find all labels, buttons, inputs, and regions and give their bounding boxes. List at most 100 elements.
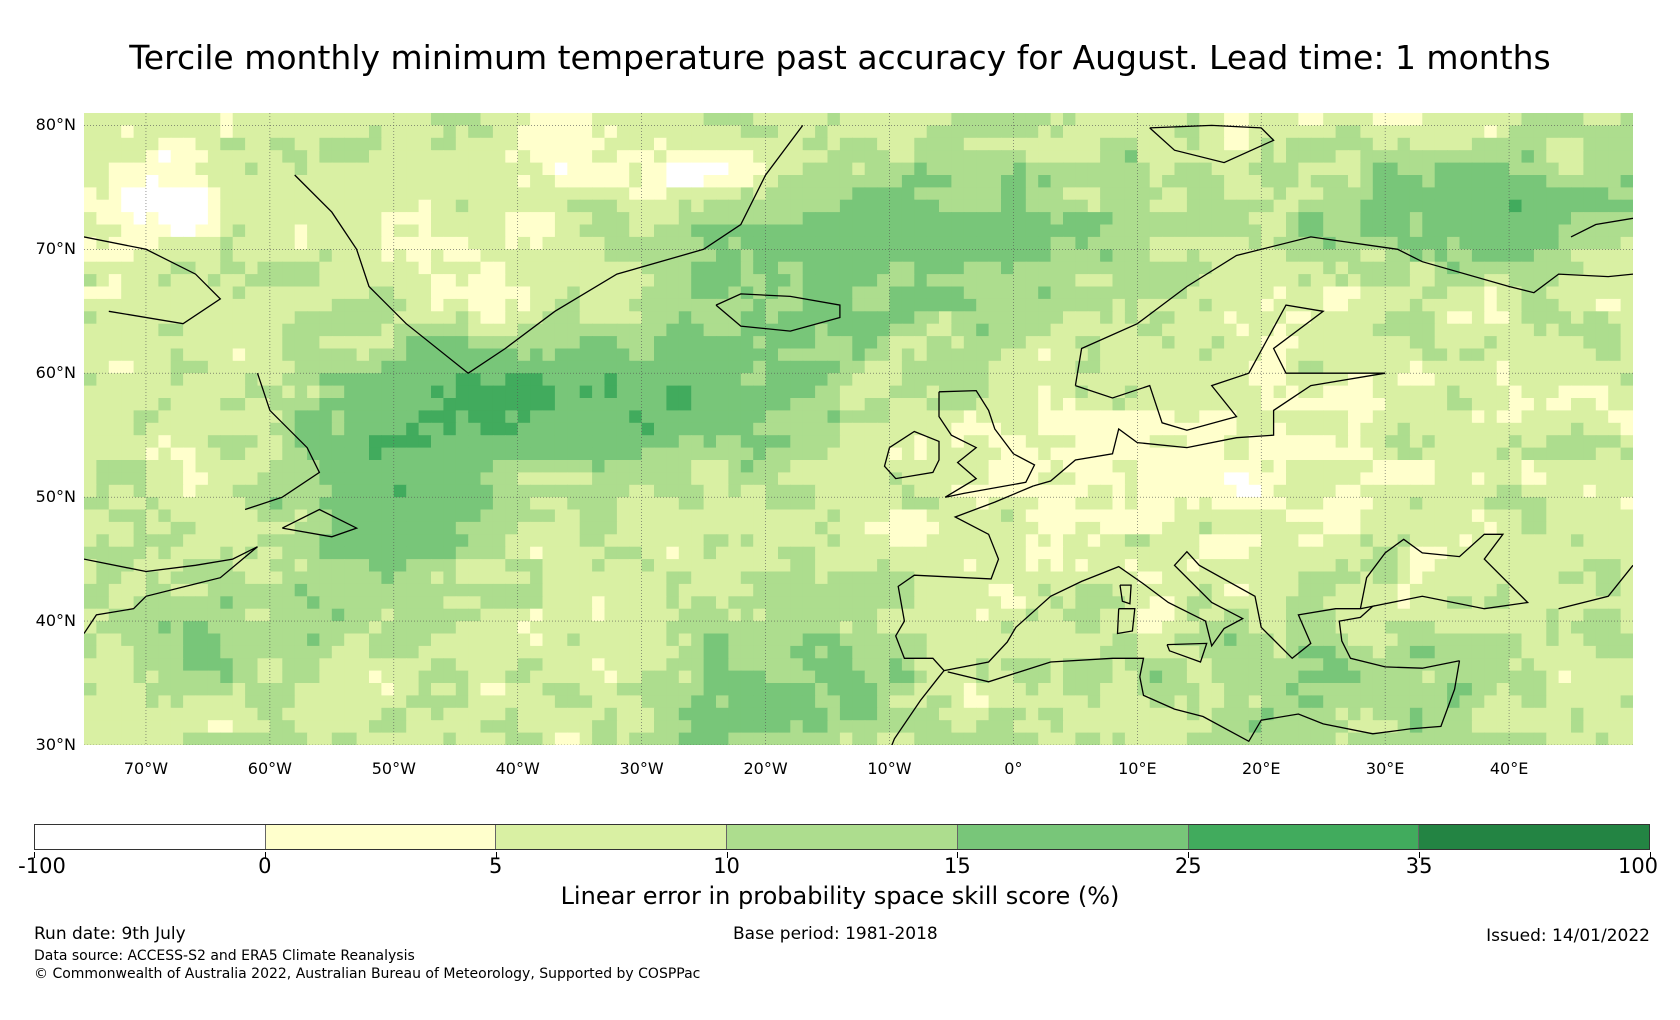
skill-cell (1459, 472, 1473, 486)
skill-cell (889, 497, 903, 511)
skill-cell (901, 398, 915, 411)
skill-cell (1013, 175, 1027, 188)
skill-cell (889, 323, 903, 337)
skill-cell (1174, 336, 1188, 350)
skill-cell (616, 199, 630, 213)
skill-cell (1620, 137, 1633, 151)
skill-cell (753, 298, 767, 312)
skill-cell (839, 521, 853, 535)
skill-cell (1583, 336, 1597, 350)
skill-cell (220, 571, 234, 585)
skill-cell (1038, 435, 1052, 449)
skill-cell (1298, 187, 1312, 201)
skill-cell (1248, 521, 1262, 535)
skill-cell (269, 435, 283, 449)
skill-cell (827, 484, 841, 498)
skill-cell (1471, 199, 1485, 213)
skill-cell (1038, 323, 1052, 337)
skill-cell (1509, 422, 1523, 436)
skill-cell (418, 447, 432, 461)
skill-cell (269, 509, 283, 523)
skill-cell (294, 137, 308, 151)
skill-cell (1422, 460, 1436, 473)
skill-cell (1112, 348, 1126, 362)
skill-cell (96, 187, 110, 201)
skill-cell (592, 113, 606, 126)
skill-cell (455, 261, 469, 275)
skill-cell (195, 323, 209, 337)
skill-cell (146, 373, 159, 387)
skill-cell (84, 199, 97, 213)
skill-cell (1360, 175, 1374, 188)
skill-cell (827, 435, 841, 449)
skill-cell (1409, 559, 1423, 573)
skill-cell (369, 385, 382, 399)
skill-cell (505, 410, 519, 424)
skill-cell (728, 348, 742, 362)
skill-cell (988, 187, 1002, 201)
skill-cell (1162, 187, 1176, 201)
skill-cell (1509, 249, 1523, 263)
skill-cell (1124, 460, 1138, 473)
skill-cell (1372, 447, 1386, 461)
skill-cell (1124, 422, 1138, 436)
skill-cell (740, 113, 754, 126)
skill-cell (827, 311, 841, 325)
skill-cell (1186, 534, 1200, 548)
skill-cell (678, 484, 692, 498)
skill-cell (1348, 125, 1361, 139)
skill-cell (431, 571, 444, 585)
skill-cell (146, 236, 159, 250)
skill-cell (666, 175, 680, 188)
skill-cell (108, 311, 122, 325)
skill-cell (257, 249, 271, 263)
skill-cell (1087, 509, 1101, 523)
skill-cell (1162, 336, 1176, 350)
skill-cell (319, 360, 333, 374)
skill-cell (753, 286, 767, 300)
skill-cell (1199, 261, 1213, 275)
skill-cell (1459, 212, 1473, 226)
skill-cell (1013, 460, 1027, 473)
skill-cell (207, 311, 221, 325)
skill-cell (1608, 509, 1622, 523)
skill-cell (1533, 398, 1547, 411)
skill-cell (468, 497, 482, 511)
skill-cell (901, 286, 915, 300)
skill-cell (1335, 509, 1349, 523)
skill-cell (406, 224, 420, 238)
skill-cell (269, 484, 283, 498)
skill-cell (740, 311, 754, 325)
skill-cell (790, 497, 804, 511)
skill-cell (1434, 261, 1448, 275)
skill-cell (1546, 385, 1560, 399)
skill-cell (678, 261, 692, 275)
skill-cell (1013, 336, 1027, 350)
skill-cell (84, 274, 97, 288)
skill-cell (678, 509, 692, 523)
skill-cell (1112, 360, 1126, 374)
skill-cell (331, 509, 345, 523)
skill-cell (393, 422, 407, 436)
skill-cell (1186, 323, 1200, 337)
skill-cell (703, 348, 717, 362)
skill-cell (765, 175, 779, 188)
skill-cell (1409, 150, 1423, 164)
skill-cell (691, 150, 705, 164)
skill-cell (530, 497, 544, 511)
skill-cell (939, 199, 952, 213)
skill-cell (1459, 150, 1473, 164)
skill-cell (207, 236, 221, 250)
skill-cell (1496, 125, 1510, 139)
skill-cell (666, 261, 680, 275)
skill-cell (1558, 311, 1572, 325)
skill-cell (1509, 199, 1523, 213)
skill-cell (1124, 274, 1138, 288)
skill-cell (1137, 360, 1151, 374)
skill-cell (604, 212, 618, 226)
skill-cell (207, 274, 221, 288)
skill-cell (901, 348, 915, 362)
skill-cell (778, 137, 791, 151)
skill-cell (492, 249, 506, 263)
skill-cell (1447, 323, 1461, 337)
